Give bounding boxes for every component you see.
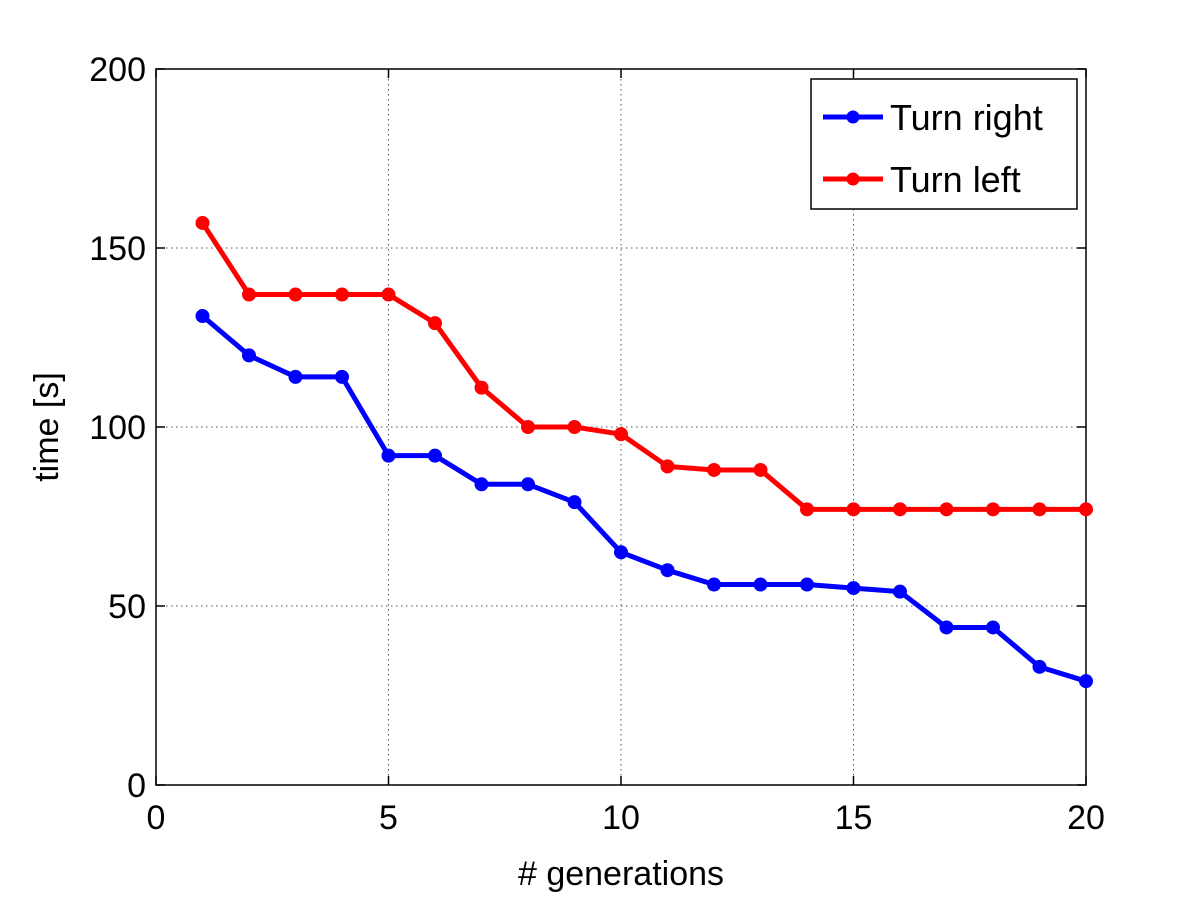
- data-series: [195, 215, 1093, 689]
- data-point: [521, 477, 535, 492]
- data-point: [567, 495, 582, 510]
- series-line-turn-left: [200, 221, 1086, 512]
- y-tick-label: 100: [89, 409, 146, 447]
- data-point: [242, 348, 256, 363]
- data-point: [753, 462, 768, 477]
- data-point: [614, 427, 628, 442]
- data-point: [381, 448, 396, 463]
- data-point: [474, 380, 489, 395]
- data-point: [474, 477, 489, 492]
- y-axis-label: time [s]: [28, 372, 66, 482]
- legend-label-turn-right: Turn right: [890, 97, 1043, 138]
- data-point: [660, 459, 675, 474]
- data-point: [660, 563, 675, 578]
- data-point: [1032, 659, 1047, 674]
- data-point: [195, 215, 210, 230]
- x-tick-label: 20: [1067, 799, 1105, 837]
- data-point: [800, 577, 814, 592]
- data-point: [335, 369, 349, 384]
- x-tick-label: 10: [602, 799, 640, 837]
- data-point: [846, 581, 861, 596]
- legend-box: [810, 78, 1078, 210]
- x-tick-label: 15: [835, 799, 873, 837]
- grid-lines: [156, 69, 1086, 785]
- y-tick-label: 0: [127, 767, 146, 805]
- data-point: [521, 420, 535, 434]
- data-point: [335, 287, 349, 302]
- data-point: [986, 620, 1000, 635]
- x-tick-label: 5: [379, 799, 398, 837]
- data-point: [893, 584, 907, 599]
- data-point: [939, 502, 954, 517]
- data-point: [428, 316, 442, 331]
- data-point: [428, 448, 442, 463]
- data-point: [288, 287, 303, 302]
- series-turn-left: [195, 215, 1093, 517]
- series-turn-right: [195, 309, 1093, 689]
- data-point: [288, 369, 303, 384]
- data-point: [381, 287, 396, 302]
- series-line-turn-right: [200, 314, 1087, 684]
- data-point: [567, 420, 582, 434]
- y-tick-label: 50: [108, 588, 146, 626]
- y-tick-label: 150: [89, 230, 146, 268]
- x-tick-label: 0: [147, 799, 166, 837]
- data-point: [846, 502, 861, 517]
- data-point: [1032, 502, 1047, 517]
- legend: Turn right Turn left: [810, 78, 1078, 210]
- legend-label-turn-left: Turn left: [890, 159, 1021, 200]
- legend-marker-turn-left: [846, 172, 860, 186]
- data-point: [707, 577, 721, 592]
- data-point: [893, 502, 907, 517]
- data-point: [939, 620, 954, 635]
- data-point: [614, 545, 628, 560]
- legend-marker-turn-right: [846, 110, 860, 124]
- data-point: [707, 462, 721, 477]
- x-axis-label: # generations: [518, 855, 724, 893]
- data-point: [800, 502, 814, 517]
- data-point: [1079, 674, 1093, 689]
- data-point: [986, 502, 1000, 517]
- data-point: [1079, 502, 1093, 517]
- data-point: [753, 577, 768, 592]
- y-tick-label: 200: [89, 51, 146, 89]
- data-point: [195, 309, 210, 324]
- data-point: [242, 287, 256, 302]
